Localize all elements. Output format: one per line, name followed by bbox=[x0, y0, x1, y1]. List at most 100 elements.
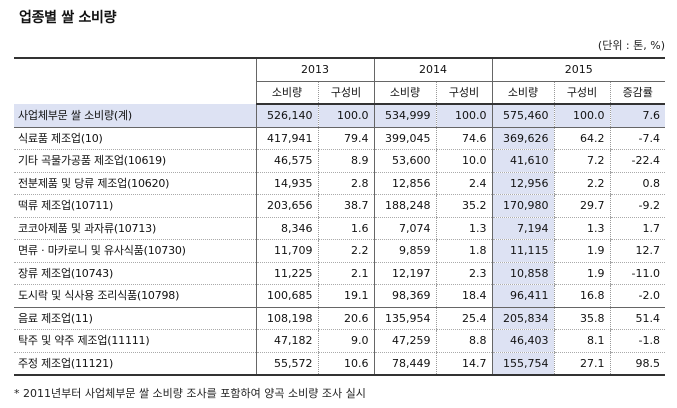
cell-value: 1.9 bbox=[553, 239, 610, 263]
table-row: 장류 제조업(10743) 11,225 2.1 12,197 2.3 10,858 1.9… bbox=[14, 262, 666, 285]
table-row: 면류 · 마카로니 및 유사식품(10730) 11,709 2.2 9,859 1.8… bbox=[14, 239, 666, 263]
cell-value: 47,182 bbox=[255, 329, 318, 353]
header-corner bbox=[14, 57, 256, 104]
cell-value: 534,999 bbox=[373, 104, 436, 128]
table-row: 코코아제품 및 과자류(10713) 8,346 1.6 7,074 1.3 7,194 1… bbox=[14, 217, 666, 240]
cell-value: 25.4 bbox=[435, 307, 492, 330]
cell-value: -1.8 bbox=[609, 329, 666, 353]
col-header: 소비량 bbox=[255, 81, 318, 105]
table-row: 식료품 제조업(10) 417,941 79.4 399,045 74.6 369,626… bbox=[14, 127, 666, 150]
row-label: 주정 제조업(11121) bbox=[14, 352, 256, 376]
cell-value: 11,115 bbox=[491, 239, 554, 263]
cell-value: 51.4 bbox=[609, 307, 666, 330]
cell-value: 155,754 bbox=[491, 352, 554, 376]
cell-value: 1.3 bbox=[435, 217, 492, 240]
cell-value: 100.0 bbox=[317, 104, 374, 128]
cell-value: 12,197 bbox=[373, 262, 436, 285]
row-label: 장류 제조업(10743) bbox=[14, 262, 256, 285]
cell-value: 98,369 bbox=[373, 284, 436, 308]
cell-value: -7.4 bbox=[609, 127, 666, 150]
cell-value: 369,626 bbox=[491, 127, 554, 150]
cell-value: 12.7 bbox=[609, 239, 666, 263]
cell-value: 399,045 bbox=[373, 127, 436, 150]
cell-value: 2.3 bbox=[435, 262, 492, 285]
cell-value: 417,941 bbox=[255, 127, 318, 150]
cell-value: 1.9 bbox=[553, 262, 610, 285]
cell-value: 0.8 bbox=[609, 172, 666, 195]
cell-value: 7,074 bbox=[373, 217, 436, 240]
cell-value: 16.8 bbox=[553, 284, 610, 308]
year-2014-header: 2014 bbox=[373, 57, 492, 82]
rice-consumption-table: 2013 2014 2015 소비량 구성비 소비량 구성비 소비량 구성비 증… bbox=[14, 57, 666, 376]
cell-value: 38.7 bbox=[317, 194, 374, 218]
header-row-years: 2013 2014 2015 bbox=[14, 57, 666, 104]
cell-value: 1.8 bbox=[435, 239, 492, 263]
col-header: 소비량 bbox=[491, 81, 554, 105]
cell-value: 188,248 bbox=[373, 194, 436, 218]
cell-value: 8.9 bbox=[317, 149, 374, 173]
table-row: 주정 제조업(11121) 55,572 10.6 78,449 14.7 155,754… bbox=[14, 352, 666, 376]
table-row: 기타 곡물가공품 제조업(10619) 46,575 8.9 53,600 10.0 41… bbox=[14, 149, 666, 173]
cell-value: 18.4 bbox=[435, 284, 492, 308]
unit-note: (단위 : 톤, %) bbox=[597, 39, 665, 52]
cell-value: 7.6 bbox=[609, 104, 666, 128]
table-row: 음료 제조업(11) 108,198 20.6 135,954 25.4 205,834 3… bbox=[14, 307, 666, 330]
cell-value: 203,656 bbox=[255, 194, 318, 218]
page-title: 업종별 쌀 소비량 bbox=[19, 10, 117, 26]
cell-value: 19.1 bbox=[317, 284, 374, 308]
cell-value: 64.2 bbox=[553, 127, 610, 150]
table-row: 탁주 및 약주 제조업(11111) 47,182 9.0 47,259 8.8 46,4… bbox=[14, 329, 666, 353]
cell-value: 29.7 bbox=[553, 194, 610, 218]
cell-value: 575,460 bbox=[491, 104, 554, 128]
table-row: 전분제품 및 당류 제조업(10620) 14,935 2.8 12,856 2.4 12… bbox=[14, 172, 666, 195]
cell-value: 2.2 bbox=[317, 239, 374, 263]
row-label: 탁주 및 약주 제조업(11111) bbox=[14, 329, 256, 353]
cell-value: 100.0 bbox=[435, 104, 492, 128]
cell-value: 78,449 bbox=[373, 352, 436, 376]
cell-value: 2.4 bbox=[435, 172, 492, 195]
cell-value: 14.7 bbox=[435, 352, 492, 376]
cell-value: 1.6 bbox=[317, 217, 374, 240]
row-label: 음료 제조업(11) bbox=[14, 307, 256, 330]
cell-value: 96,411 bbox=[491, 284, 554, 308]
cell-value: 1.7 bbox=[609, 217, 666, 240]
cell-value: 47,259 bbox=[373, 329, 436, 353]
cell-value: 35.8 bbox=[553, 307, 610, 330]
cell-value: -9.2 bbox=[609, 194, 666, 218]
cell-value: 10.0 bbox=[435, 149, 492, 173]
cell-value: 14,935 bbox=[255, 172, 318, 195]
row-label: 전분제품 및 당류 제조업(10620) bbox=[14, 172, 256, 195]
cell-value: 11,709 bbox=[255, 239, 318, 263]
table-row: 도시락 및 식사용 조리식품(10798) 100,685 19.1 98,369 18… bbox=[14, 284, 666, 308]
cell-value: 7.2 bbox=[553, 149, 610, 173]
cell-value: 10.6 bbox=[317, 352, 374, 376]
table-row-total: 사업체부문 쌀 소비량(계) 526,140 100.0 534,999 100.0 57… bbox=[14, 104, 666, 128]
cell-value: 79.4 bbox=[317, 127, 374, 150]
cell-value: 12,856 bbox=[373, 172, 436, 195]
cell-value: 20.6 bbox=[317, 307, 374, 330]
row-label: 코코아제품 및 과자류(10713) bbox=[14, 217, 256, 240]
row-label: 기타 곡물가공품 제조업(10619) bbox=[14, 149, 256, 173]
col-header: 구성비 bbox=[553, 81, 610, 105]
row-label: 떡류 제조업(10711) bbox=[14, 194, 256, 218]
row-label: 면류 · 마카로니 및 유사식품(10730) bbox=[14, 239, 256, 263]
col-header: 구성비 bbox=[435, 81, 492, 105]
col-header: 소비량 bbox=[373, 81, 436, 105]
cell-value: 9.0 bbox=[317, 329, 374, 353]
cell-value: 35.2 bbox=[435, 194, 492, 218]
year-2015-header: 2015 bbox=[491, 57, 666, 82]
cell-value: 46,575 bbox=[255, 149, 318, 173]
row-label: 사업체부문 쌀 소비량(계) bbox=[14, 104, 256, 128]
year-2013-header: 2013 bbox=[255, 57, 374, 82]
cell-value: 8.1 bbox=[553, 329, 610, 353]
cell-value: 108,198 bbox=[255, 307, 318, 330]
col-header: 증감률 bbox=[609, 81, 666, 105]
cell-value: 12,956 bbox=[491, 172, 554, 195]
cell-value: 7,194 bbox=[491, 217, 554, 240]
row-label: 도시락 및 식사용 조리식품(10798) bbox=[14, 284, 256, 308]
cell-value: -11.0 bbox=[609, 262, 666, 285]
footnote: * 2011년부터 사업체부문 쌀 소비량 조사를 포함하여 양곡 소비량 조사… bbox=[14, 387, 366, 400]
cell-value: 11,225 bbox=[255, 262, 318, 285]
cell-value: 55,572 bbox=[255, 352, 318, 376]
cell-value: 135,954 bbox=[373, 307, 436, 330]
